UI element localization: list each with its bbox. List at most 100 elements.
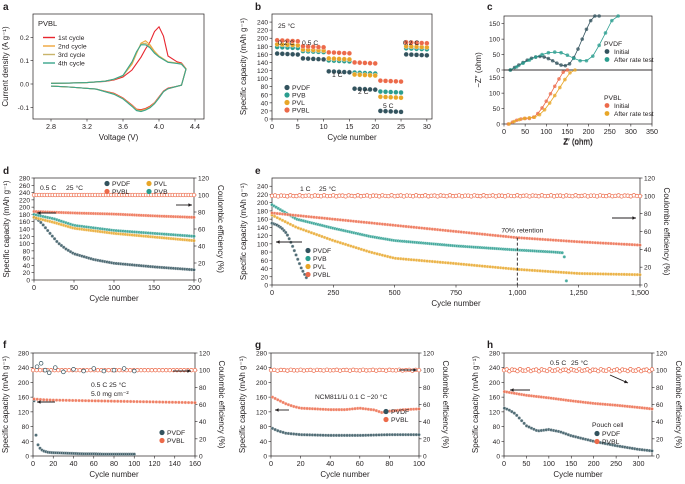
ce-point (192, 368, 198, 373)
fit-line (510, 15, 600, 71)
ce-point (91, 366, 96, 371)
annotation-temp: 25 °C (278, 22, 295, 30)
x-tick-label: 140 (169, 459, 181, 468)
legend-entry: After rate test (604, 111, 654, 118)
data-point (55, 239, 59, 244)
y-tick-label: 100 (489, 37, 500, 44)
ce-point (38, 368, 43, 373)
y-tick-label: 160 (18, 395, 29, 402)
data-point (514, 413, 519, 418)
data-point (141, 399, 146, 404)
data-point (352, 86, 358, 92)
data-point (80, 398, 85, 403)
data-point (157, 400, 162, 404)
data-point (34, 433, 38, 437)
data-point (357, 72, 363, 78)
legend-label: 1st cycle (58, 35, 85, 42)
data-point (403, 39, 409, 45)
y2-tick-label: 80 (423, 385, 431, 392)
legend-label: 2nd cycle (58, 44, 87, 51)
y2-tick-label: 120 (644, 176, 655, 183)
data-point (565, 53, 570, 57)
legend-marker (284, 107, 290, 113)
y-tick-label: -0.1 (18, 105, 30, 112)
y-tick-label: 60 (261, 92, 269, 99)
data-point (77, 398, 81, 403)
annotation-rate: 0.2 C (278, 40, 294, 47)
panel-label: d (3, 166, 9, 177)
legend-label: PVDF (313, 248, 331, 255)
annotation-cell: Pouch cell (592, 422, 624, 429)
data-point (408, 39, 414, 46)
y-tick-label: 120 (256, 409, 267, 416)
x-tick-label: 250 (604, 127, 616, 136)
axis-arrow-head (276, 240, 280, 244)
data-point (398, 79, 404, 85)
x-tick-label: 1,250 (570, 288, 588, 297)
data-point (540, 106, 544, 110)
ce-point (121, 366, 127, 371)
x-tick-label: 100 (128, 459, 140, 468)
y-tick-label: 40 (260, 439, 268, 446)
legend-marker (146, 180, 152, 187)
x-tick-label: 0 (31, 459, 35, 468)
data-point (561, 70, 565, 74)
data-point (512, 411, 517, 415)
data-point (357, 60, 363, 66)
data-point (41, 397, 46, 402)
y-tick-label: 140 (257, 225, 268, 232)
ce-point (164, 368, 169, 373)
panel-label: h (487, 340, 493, 351)
annotation-rate: 1 C (332, 72, 343, 79)
series-pvdf (32, 399, 136, 456)
y-tick-label: 40 (23, 263, 31, 270)
legend-marker (604, 103, 610, 108)
data-point (542, 108, 547, 112)
data-point (377, 94, 383, 100)
x-tick-label: 200 (588, 459, 600, 468)
legend-entry: PVDF (159, 429, 185, 437)
y2-tick-label: 60 (199, 402, 207, 409)
series-pvbl (32, 209, 196, 220)
y-tick-label: 100 (19, 241, 30, 248)
data-point (567, 62, 572, 66)
data-point (419, 52, 425, 58)
data-point (377, 108, 383, 114)
data-point (593, 14, 597, 18)
data-point (109, 399, 114, 403)
data-point (552, 93, 557, 98)
data-point (43, 226, 48, 230)
y-tick-label: 240 (18, 365, 29, 372)
data-point (279, 51, 285, 57)
series-after-rate-test (507, 68, 577, 126)
data-point (64, 398, 68, 403)
data-point (192, 238, 196, 243)
legend-marker (594, 438, 600, 445)
subplot-title: PVDF (604, 41, 622, 48)
data-point (61, 245, 66, 250)
plot-frame (271, 13, 433, 120)
y-tick-label: 0.1 (20, 58, 29, 65)
legend-label: 4th cycle (58, 61, 85, 68)
series-pvbl (274, 37, 430, 85)
data-point (393, 94, 399, 101)
legend-entry: PVB (284, 92, 306, 100)
y-tick-label: 0 (496, 122, 500, 129)
data-point (35, 397, 39, 401)
data-point (74, 398, 78, 403)
y-tick-label: 80 (260, 424, 268, 431)
x-axis-label: Cycle number (553, 470, 603, 479)
annotation-rate: 2 C (358, 89, 369, 96)
data-point (580, 37, 585, 41)
cv-curve-4 (50, 44, 187, 113)
legend-marker (284, 92, 290, 98)
data-point (544, 99, 549, 103)
data-point (132, 399, 136, 404)
y2-tick-label: 120 (656, 351, 667, 358)
y2-tick-label: 20 (656, 436, 664, 443)
axis-arrow-head (275, 408, 279, 412)
x-tick-label: 300 (625, 127, 637, 136)
y-tick-label: 160 (256, 395, 267, 402)
ce-point (117, 368, 122, 373)
ce-point (71, 367, 76, 372)
